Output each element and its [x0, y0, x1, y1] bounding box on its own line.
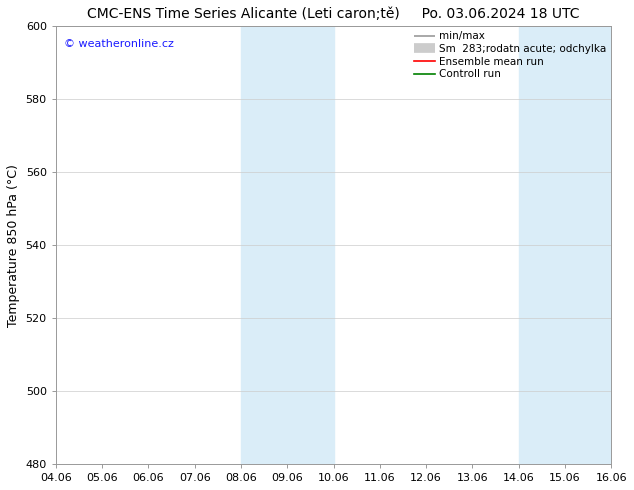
Bar [519, 26, 611, 464]
Bar [241, 26, 333, 464]
Legend: min/max, Sm  283;rodatn acute; odchylka, Ensemble mean run, Controll run: min/max, Sm 283;rodatn acute; odchylka, … [411, 28, 609, 82]
Title: CMC-ENS Time Series Alicante (Leti caron;tě)     Po. 03.06.2024 18 UTC: CMC-ENS Time Series Alicante (Leti caron… [87, 7, 579, 21]
Text: © weatheronline.cz: © weatheronline.cz [64, 39, 174, 49]
Y-axis label: Temperature 850 hPa (°C): Temperature 850 hPa (°C) [7, 164, 20, 327]
